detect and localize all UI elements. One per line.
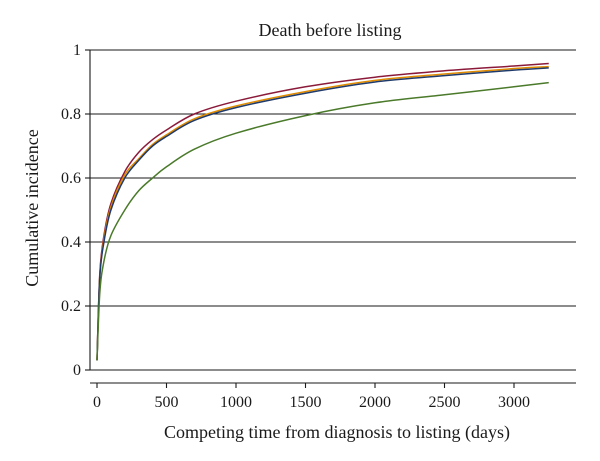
grid-layer [90,49,576,371]
chart-title: Death before listing [259,20,402,40]
axis-layer: 0 0.2 0.4 0.6 0.8 1 0 500 1000 1500 2000 2500 3000 [61,42,576,411]
y-axis-label: Cumulative incidence [22,129,42,286]
x-tick-label: 500 [155,394,179,411]
y-tick-label: 0.4 [61,234,81,251]
series-line-4 [96,81,549,361]
y-tick-label: 0.6 [61,170,81,187]
series-line-1 [96,62,549,361]
x-tick-label: 1000 [220,394,252,411]
series-layer [96,62,549,361]
series-line-3 [96,67,549,361]
x-tick-label: 2000 [359,394,391,411]
y-tick-label: 0 [73,362,81,379]
x-tick-label: 0 [93,394,101,411]
x-tick-label: 2500 [429,394,461,411]
y-tick-label: 1 [73,42,81,59]
x-tick-label: 3000 [498,394,530,411]
y-tick-label: 0.8 [61,106,81,123]
x-tick-label: 1500 [290,394,322,411]
y-tick-label: 0.2 [61,298,81,315]
x-axis-label: Competing time from diagnosis to listing… [164,422,510,443]
series-line-2 [96,65,549,361]
